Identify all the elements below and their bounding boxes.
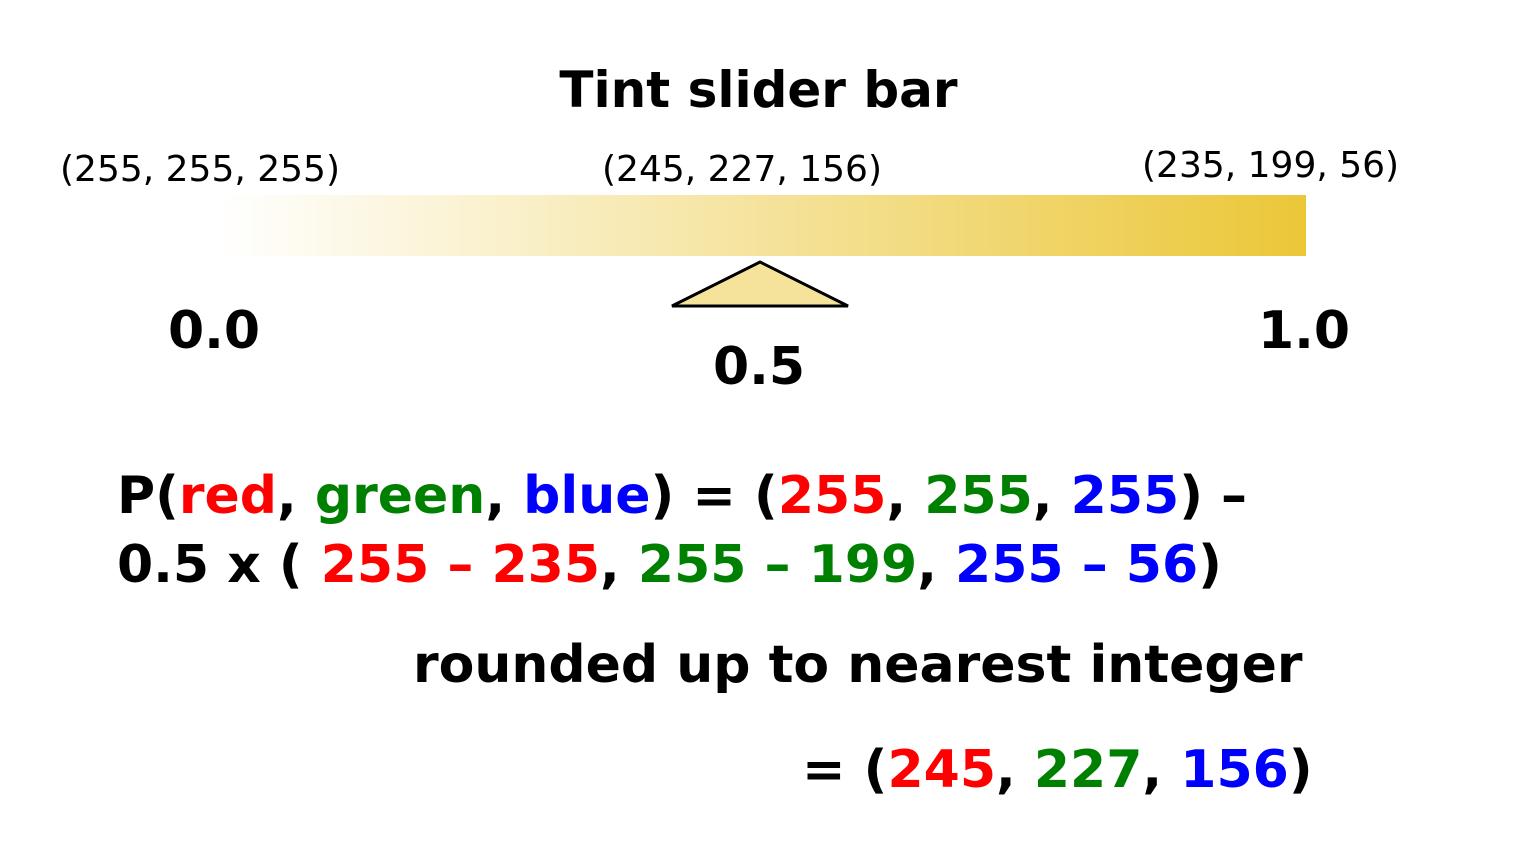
tick-label-value: 0.5 (713, 337, 806, 397)
formula-text: , (917, 535, 956, 595)
formula-red-word: red (178, 466, 278, 526)
pointer-triangle-icon (671, 260, 849, 308)
gradient-fill (220, 195, 1306, 256)
formula-text: , (277, 466, 315, 526)
formula-blue-value: 255 (1070, 466, 1180, 526)
formula-green-diff: 255 – 199 (637, 535, 918, 595)
formula-text: 0.5 x ( (117, 535, 321, 595)
result-green-value: 227 (1033, 740, 1143, 800)
formula-result: = (245, 227, 156) (802, 738, 1313, 802)
tick-label-max: 1.0 (1258, 301, 1351, 361)
rgb-left-label: (255, 255, 255) (60, 149, 341, 190)
formula-text: ) – (1179, 466, 1248, 526)
formula-text: , (485, 466, 524, 526)
formula-green-value: 255 (924, 466, 1033, 526)
formula-text: , (600, 535, 638, 595)
formula-line-2: 0.5 x ( 255 – 235, 255 – 199, 255 – 56) (117, 533, 1222, 597)
formula-red-value: 255 (777, 466, 887, 526)
formula-text: , (1142, 740, 1181, 800)
rgb-right-label: (235, 199, 56) (1142, 145, 1400, 186)
formula-text: P( (117, 466, 179, 526)
formula-text: ) = ( (650, 466, 778, 526)
formula-blue-diff: 255 – 56 (955, 535, 1199, 595)
formula-green-word: green (314, 466, 486, 526)
result-red-value: 245 (887, 740, 996, 800)
formula-text: ) (1198, 535, 1222, 595)
slider-pointer[interactable] (668, 258, 852, 310)
title: Tint slider bar (559, 61, 958, 119)
tick-label-min: 0.0 (168, 301, 261, 361)
formula-blue-word: blue (523, 466, 651, 526)
tint-gradient-bar[interactable] (220, 195, 1306, 256)
result-blue-value: 156 (1180, 740, 1289, 800)
formula-line-1: P(red, green, blue) = (255, 255, 255) – (117, 464, 1247, 528)
rgb-mid-label: (245, 227, 156) (602, 149, 883, 190)
formula-text: , (1032, 466, 1071, 526)
formula-text: , (996, 740, 1034, 800)
formula-red-diff: 255 – 235 (320, 535, 601, 595)
formula-text: , (886, 466, 925, 526)
rounding-note: rounded up to nearest integer (413, 635, 1303, 695)
formula-text: = ( (802, 740, 888, 800)
formula-text: ) (1288, 740, 1313, 800)
